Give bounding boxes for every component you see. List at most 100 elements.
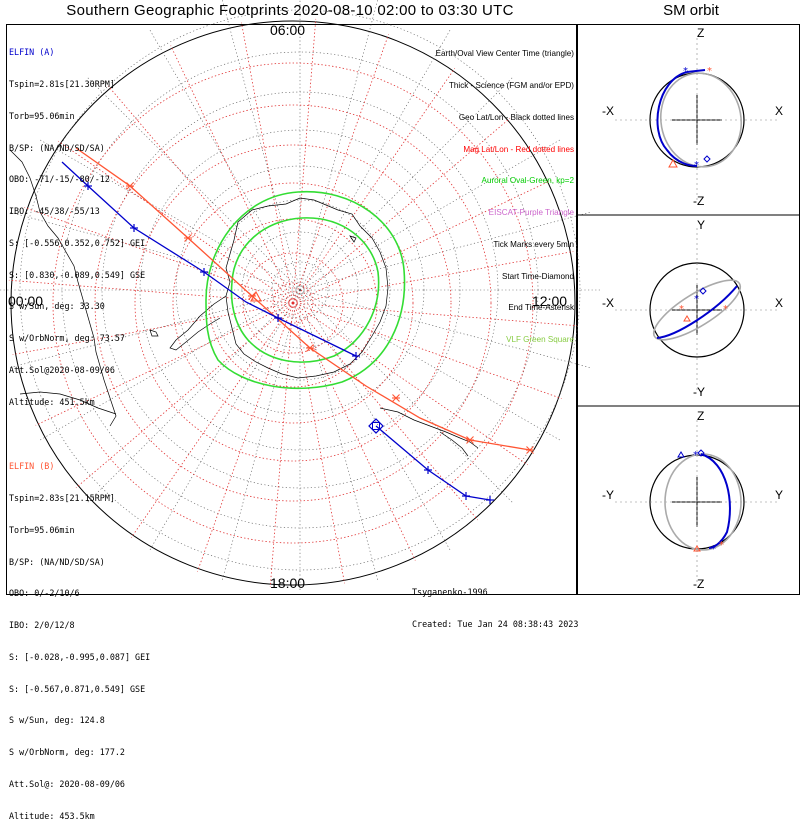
- sm1-marker-a: *: [683, 66, 688, 77]
- elfin-a-line: B/SP: (NA/ND/SD/SA): [9, 142, 105, 153]
- credits: Tsyganenko-1996 Created: Tue Jan 24 08:3…: [412, 566, 578, 640]
- elfin-a-title: ELFIN (A): [9, 47, 55, 58]
- mag-lon-line: [292, 180, 551, 304]
- elfin-a-line: S: [0.830,-0.089,0.549] GSE: [9, 269, 146, 280]
- mlt-label-top: 06:00: [270, 22, 306, 38]
- elfin-a-line: Torb=95.06min: [9, 110, 75, 121]
- sm2-orbit-a: [656, 285, 738, 339]
- mag-lon-line: [24, 207, 294, 304]
- mag-lon-line: [241, 22, 294, 304]
- geo-lon-line: [299, 0, 378, 291]
- sm3-axis-right: Y: [775, 488, 784, 502]
- sm-panel-2: [615, 228, 779, 392]
- sm3-marker-a: *: [693, 450, 698, 461]
- sm2-axis-top: Y: [697, 218, 706, 232]
- sm1-axis-left: -X: [602, 104, 614, 118]
- mag-lat-circle: [172, 182, 414, 424]
- elfin-a-track-lower: [375, 425, 491, 501]
- sm1-axis-right: X: [775, 104, 784, 118]
- elfin-a-line: Att.Sol@2020-08-09/06: [9, 365, 115, 375]
- elfin-b-line: Torb=95.06min: [9, 524, 75, 535]
- tick-marks: [84, 182, 534, 504]
- auroral-ovals: [205, 190, 406, 390]
- sm3-axis-bottom: -Z: [693, 577, 705, 591]
- legend-item: Thick - Science (FGM and/or EPD): [448, 80, 574, 90]
- elfin-a-line: S: [-0.556,0.352,0.752] GEI: [9, 237, 146, 248]
- sm2-orbit-b: [652, 279, 742, 341]
- legend-item: Tick Marks every 5min: [493, 239, 574, 249]
- svg-text:*: *: [694, 160, 699, 171]
- mlt-label-right: 12:00: [532, 293, 568, 309]
- legend-item: End Time-Asterisk: [508, 303, 574, 313]
- sm2-marker-a: *: [694, 294, 699, 305]
- mag-lon-line: [58, 140, 294, 304]
- mag-lon-line: [35, 302, 294, 426]
- mag-lat-circle: [52, 62, 534, 544]
- legend-item: Auroral Oval-Green, kp=2: [481, 176, 574, 186]
- sm1-axis-top: Z: [697, 26, 705, 40]
- antarctica-coast: [225, 197, 389, 379]
- elfin-a-line: IBO: -45/38/-55/13: [9, 206, 100, 217]
- sm1-orbit-a: [656, 71, 698, 167]
- mag-lat-circle: [134, 144, 452, 462]
- elfin-b-line: S w/Sun, deg: 124.8: [9, 715, 105, 726]
- elfin-b-line: Tspin=2.83s[21.15RPM]: [9, 492, 115, 503]
- elfin-a-info: ELFIN (A) Tspin=2.81s[21.30RPM] Torb=95.…: [9, 26, 145, 418]
- elfin-b-line: S: [-0.028,-0.995,0.087] GEI: [9, 651, 151, 662]
- mag-lon-line: [107, 85, 294, 304]
- mag-lat-circle: [272, 282, 314, 324]
- elfin-b-line: IBO: 2/0/12/8: [9, 620, 75, 631]
- geo-lon-line: [299, 30, 451, 291]
- elfin-b-line: B/SP: (NA/ND/SD/SA): [9, 556, 105, 567]
- sm-panel-3: [615, 420, 779, 584]
- mag-lat-circle: [94, 104, 492, 502]
- sm2-axis-bottom: -Y: [693, 385, 705, 399]
- elfin-b-line: Altitude: 453.5km: [9, 810, 95, 821]
- legend-item: Mag Lat/Lon - Red dotted lines: [463, 144, 574, 154]
- legend-item: EISCAT-Purple Triangle: [488, 208, 574, 218]
- sm2-diamond: [699, 287, 707, 295]
- africa-coast: [19, 391, 117, 415]
- mag-lon-line: [292, 302, 416, 561]
- geo-lon-line: [149, 289, 301, 550]
- mag-lon-line: [292, 302, 479, 521]
- peninsula-coast: [169, 295, 227, 351]
- sm1-axis-bottom: -Z: [693, 194, 705, 208]
- mag-lon-line: [170, 45, 294, 304]
- sm2-marker-b: *: [679, 304, 684, 315]
- sm3-axis-left: -Y: [602, 488, 614, 502]
- mag-lat-circle: [208, 218, 378, 388]
- sm3-orbit-a: [700, 453, 731, 549]
- credits-model: Tsyganenko-1996: [412, 587, 488, 598]
- elfin-a-line: S w/OrbNorm, deg: 73.57: [9, 333, 125, 344]
- credits-created: Created: Tue Jan 24 08:38:43 2023: [412, 618, 579, 629]
- sm1-marker-b: *: [707, 66, 712, 77]
- map-boundary: [10, 20, 576, 586]
- mag-lon-line: [292, 302, 578, 327]
- elfin-b-line: Att.Sol@: 2020-08-09/06: [9, 779, 125, 789]
- sm1-diamond: [703, 155, 711, 163]
- geo-lon-line: [299, 289, 378, 580]
- map-frame: [6, 24, 577, 595]
- geo-lat-circle: [175, 165, 425, 415]
- island-kerguelen: [349, 235, 357, 243]
- mag-lon-line: [269, 302, 294, 588]
- mag-lon-line: [292, 302, 345, 584]
- elfin-a-line: Altitude: 451.5km: [9, 396, 95, 407]
- mag-lat-circle: [242, 252, 344, 354]
- south-america-coast: [9, 149, 117, 427]
- sm3-marker-b: *: [719, 540, 724, 551]
- elfin-b-line: S w/OrbNorm, deg: 177.2: [9, 747, 125, 758]
- geo-lat-circle: [139, 129, 461, 451]
- sm3-diamond: [697, 449, 705, 457]
- elfin-b-info: ELFIN (B) Tspin=2.83s[21.15RPM] Torb=95.…: [9, 440, 150, 832]
- elfin-b-line: OBO: 0/-2/10/6: [9, 588, 80, 599]
- elfin-a-line: S w/Sun, deg: 33.30: [9, 301, 105, 312]
- mag-lon-line: [292, 302, 528, 466]
- start-diamond: [368, 418, 384, 434]
- mag-lon-line: [75, 302, 294, 489]
- geo-lat-circle: [271, 261, 329, 319]
- mag-lon-line: [292, 68, 456, 304]
- start-square: [372, 422, 380, 430]
- legend-item: VLF Green Square: [506, 335, 574, 345]
